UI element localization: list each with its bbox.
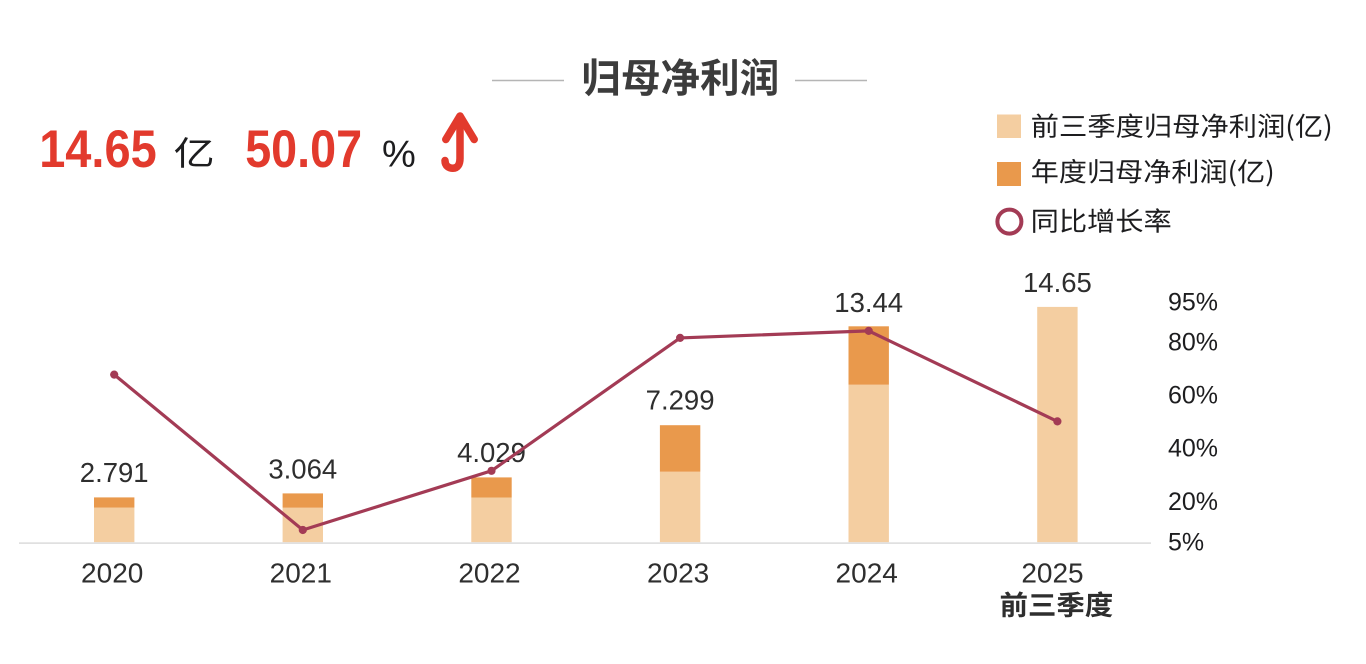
svg-text:60%: 60% (1168, 381, 1218, 409)
svg-text:%: % (382, 134, 416, 176)
svg-text:2021: 2021 (270, 558, 332, 589)
svg-text:3.064: 3.064 (268, 453, 337, 484)
svg-text:2.791: 2.791 (80, 457, 149, 488)
svg-text:5%: 5% (1168, 529, 1204, 557)
svg-text:80%: 80% (1168, 329, 1218, 357)
svg-text:2022: 2022 (458, 558, 520, 589)
svg-text:4.029: 4.029 (457, 437, 526, 468)
svg-text:14.65: 14.65 (39, 120, 157, 179)
svg-text:7.299: 7.299 (646, 384, 715, 415)
svg-text:14.65: 14.65 (1023, 267, 1092, 298)
svg-text:2024: 2024 (836, 558, 898, 589)
svg-text:40%: 40% (1168, 434, 1218, 462)
svg-text:2020: 2020 (81, 558, 143, 589)
svg-text:20%: 20% (1168, 488, 1218, 516)
svg-text:50.07: 50.07 (245, 120, 362, 179)
svg-text:95%: 95% (1168, 289, 1218, 317)
svg-text:13.44: 13.44 (834, 287, 903, 318)
svg-text:2023: 2023 (647, 558, 709, 589)
svg-text:2025: 2025 (1021, 558, 1083, 589)
